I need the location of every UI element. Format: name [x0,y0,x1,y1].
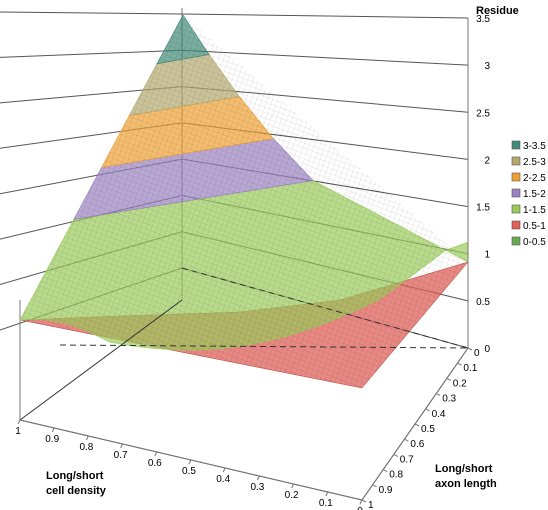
x-tick-mark [17,419,21,425]
y-tick-label: 0.6 [410,439,424,450]
legend-swatch [511,172,521,182]
x-tick-label: 0.4 [216,474,230,485]
z-tick-label: 2 [484,155,490,166]
x-tick-mark [154,451,158,457]
y-tick-label: 0.9 [379,485,393,496]
legend-swatch [511,140,521,150]
legend-swatch [511,156,521,166]
legend-label: 2-2.5 [523,173,546,184]
x-axis-ticks: 1 0.9 0.8 0.7 0.6 0.5 0.4 0.3 0.2 0.1 0 [15,419,363,510]
z-tick-label: 1.5 [476,203,490,214]
legend-swatch [511,220,521,230]
y-tick-mark [457,362,462,366]
x-tick-mark [51,427,55,433]
z-gridline-left [0,11,183,15]
y-tick-mark [467,347,473,351]
y-tick-mark [393,453,399,457]
y-tick-label: 0.1 [463,363,477,374]
x-tick-label: 0.6 [148,458,162,469]
x-tick-label: 0 [357,506,363,510]
z-tick-label: 0.5 [476,297,490,308]
floor-line [19,299,183,421]
y-axis-title-line2: axon length [435,478,497,490]
z-gridline-back [181,13,469,19]
floor-line [59,344,469,349]
legend-label: 3-3.5 [523,141,546,152]
y-tick-mark [446,377,452,381]
y-tick-label: 0.4 [432,409,446,420]
x-tick-mark [222,467,226,473]
z-gridline-back [181,49,469,66]
x-tick-label: 0.7 [114,450,128,461]
y-tick-label: 0.7 [400,454,414,465]
z-gridline-left [0,49,183,58]
z-axis-title: Residue [476,5,519,17]
legend-label: 1.5-2 [523,189,546,200]
legend-label: 0-0.5 [523,237,546,248]
x-tick-label: 1 [15,426,21,437]
y-tick-mark [361,499,367,503]
y-tick-label: 0.2 [453,378,467,389]
y-tick-mark [382,469,388,473]
x-tick-mark [325,491,329,497]
x-tick-label: 0.1 [319,498,333,509]
legend-swatch [511,204,521,214]
x-tick-label: 0.8 [79,442,93,453]
z-tick-label: 3.5 [476,14,490,25]
z-tick-label: 3 [484,61,490,72]
surface-mesh [19,14,469,389]
x-tick-mark [120,443,124,449]
x-tick-label: 0.5 [182,466,196,477]
x-tick-label: 0.3 [250,482,264,493]
legend-label: 2.5-3 [523,157,546,168]
legend-swatch [511,236,521,246]
y-tick-label: 0 [474,348,480,359]
legend-label: 0.5-1 [523,221,546,232]
x-tick-mark [359,499,363,505]
x-tick-label: 0.9 [45,434,59,445]
x-axis-title-line1: Long/short [46,470,104,482]
y-tick-label: 0.8 [389,470,403,481]
z-tick-label: 1 [484,250,490,261]
x-tick-mark [256,475,260,481]
y-tick-label: 0.3 [442,394,456,405]
legend-swatch [511,188,521,198]
x-tick-mark [188,459,192,465]
y-axis-ticks: 0 0.1 0.2 0.3 0.4 0.5 0.6 0.7 0.8 0.9 1 [361,347,480,510]
y-tick-label: 0.5 [421,424,435,435]
x-tick-label: 0.2 [285,490,299,501]
z-tick-label: 2.5 [476,108,490,119]
y-axis-title-line1: Long/short [435,463,493,475]
x-axis-title-line2: cell density [46,485,107,497]
x-tick-mark [85,435,89,441]
y-tick-mark [404,438,409,442]
x-tick-mark [291,483,295,489]
z-axis-ticks: 0 0.5 1 1.5 2 2.5 3 3.5 [467,14,490,355]
surface-mesh-texture [20,15,468,388]
legend: 3-3.5 2.5-3 2-2.5 1.5-2 1-1.5 0.5-1 0-0.5 [511,140,546,248]
y-tick-mark [414,423,420,427]
y-tick-mark [435,393,441,397]
legend-label: 1-1.5 [523,205,546,216]
z-tick-label: 0 [484,344,490,355]
y-tick-mark [372,484,377,488]
y-tick-label: 1 [368,500,374,510]
y-tick-mark [425,408,430,412]
